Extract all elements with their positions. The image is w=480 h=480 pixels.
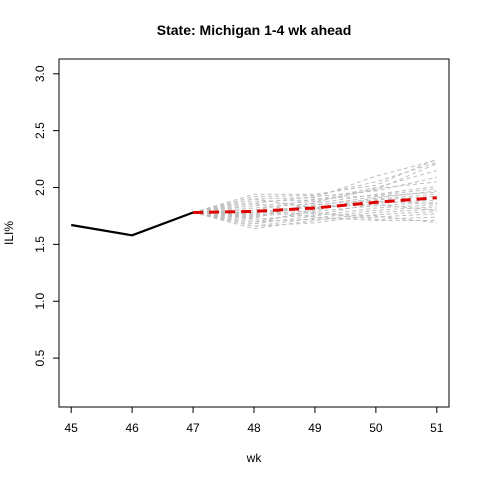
ensemble-series-line <box>193 209 437 221</box>
x-tick-label: 51 <box>430 421 444 435</box>
ensemble-series-line <box>193 170 437 213</box>
x-tick-label: 48 <box>247 421 261 435</box>
ensemble-series-line <box>192 210 437 227</box>
ensemble-series-line <box>193 191 437 213</box>
ensemble-series-line <box>193 185 437 213</box>
ensemble-series-line <box>193 163 437 213</box>
x-tick-label: 49 <box>308 421 322 435</box>
ensemble-layer <box>192 158 437 230</box>
observed-series-line <box>71 211 194 237</box>
ensemble-series-line <box>193 196 437 218</box>
x-axis-label: wk <box>246 451 263 465</box>
ensemble-series-line <box>193 188 437 213</box>
x-tick-label: 45 <box>65 421 79 435</box>
y-tick-label: 2.0 <box>33 179 47 196</box>
x-tick-label: 50 <box>369 421 383 435</box>
ensemble-series-line <box>192 198 437 213</box>
y-axis-label: ILI% <box>2 221 16 245</box>
ensemble-series-line <box>193 202 437 224</box>
y-axis: 0.5 1.0 1.5 2.0 2.5 3.0 <box>33 65 59 366</box>
y-tick-label: 2.5 <box>33 122 47 139</box>
y-tick-label: 0.5 <box>33 349 47 366</box>
ensemble-series-line <box>193 193 437 216</box>
ensemble-series-line <box>193 201 437 223</box>
ensemble-series-line <box>193 176 437 213</box>
x-tick-label: 46 <box>125 421 139 435</box>
ensemble-series-line <box>192 208 437 230</box>
chart-title: State: Michigan 1-4 wk ahead <box>157 22 352 38</box>
y-tick-label: 1.5 <box>33 236 47 253</box>
ensemble-series-line <box>192 158 437 213</box>
ensemble-series-line <box>193 212 437 223</box>
x-axis: 45 46 47 48 49 50 51 <box>65 407 444 435</box>
observed-layer <box>71 211 194 237</box>
y-tick-label: 3.0 <box>33 65 47 82</box>
ensemble-series-line <box>193 204 437 215</box>
forecast-mean-series-line <box>193 196 437 214</box>
forecast-mean-layer <box>193 196 437 214</box>
y-tick-label: 1.0 <box>33 293 47 310</box>
ensemble-series-line <box>192 206 437 227</box>
x-tick-label: 47 <box>186 421 200 435</box>
